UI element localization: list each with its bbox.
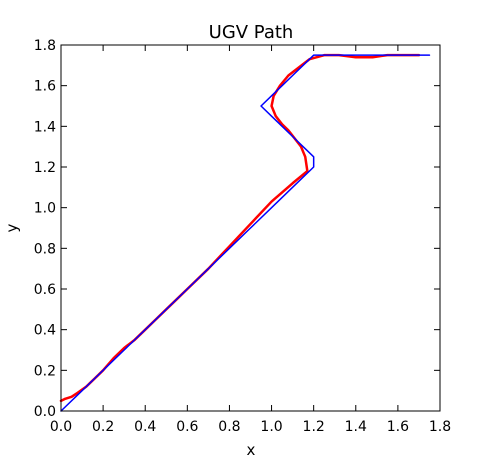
- plot-frame: [60, 44, 441, 412]
- x-tick-label: 0.0: [50, 419, 72, 435]
- x-tick-label: 0.8: [218, 419, 240, 435]
- x-tick-label: 1.4: [345, 419, 367, 435]
- x-tick-label: 1.8: [429, 419, 451, 435]
- y-tick-label: 1.2: [34, 160, 56, 176]
- y-tick-label: 0.8: [34, 241, 56, 257]
- y-tick-label: 0.0: [34, 404, 56, 420]
- y-tick-label: 0.4: [34, 323, 56, 339]
- y-tick-label: 1.0: [34, 201, 56, 217]
- ticks-layer: 0.0 0.2 0.4 0.6 0.8 1.0 1.2 1.4 1.6 1.8 0.0 0.2 0.4 0…: [34, 38, 451, 435]
- y-tick-label: 1.6: [34, 79, 56, 95]
- x-tick-label: 1.6: [387, 419, 409, 435]
- series-layer: [59, 53, 431, 412]
- x-tick-label: 1.0: [260, 419, 282, 435]
- series-line-1: [59, 53, 421, 403]
- x-tick-label: 0.4: [134, 419, 156, 435]
- series-line-2: [60, 54, 431, 412]
- y-tick-label: 0.2: [34, 363, 56, 379]
- x-tick-label: 0.6: [176, 419, 198, 435]
- x-axis-label: x: [247, 441, 256, 457]
- y-tick-label: 1.8: [34, 38, 56, 54]
- x-tick-label: 1.2: [303, 419, 325, 435]
- x-tick-label: 0.2: [92, 419, 114, 435]
- y-tick-label: 1.4: [34, 119, 56, 135]
- y-axis-label: y: [3, 223, 21, 232]
- chart-title: UGV Path: [209, 22, 294, 43]
- y-tick-label: 0.6: [34, 282, 56, 298]
